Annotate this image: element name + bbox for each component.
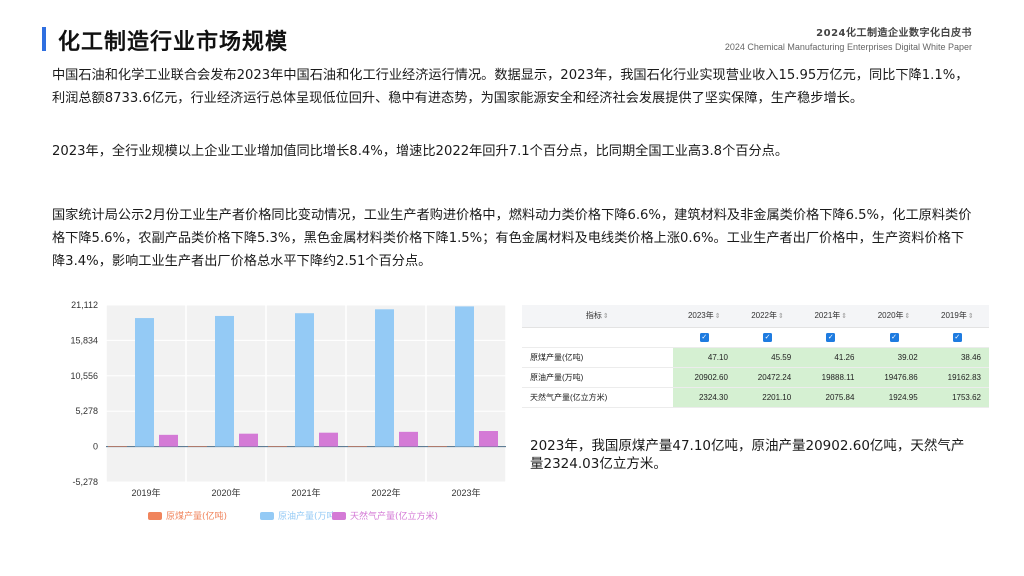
table-row-label: 原煤产量(亿吨) xyxy=(522,347,673,368)
sort-icon: ⇕ xyxy=(778,313,784,321)
table-cell: ✓ xyxy=(799,327,863,348)
y-tick-label: 15,834 xyxy=(70,335,98,345)
bar xyxy=(135,318,154,447)
paragraph-prices: 国家统计局公示2月份工业生产者价格同比变动情况，工业生产者购进价格中，燃料动力类… xyxy=(52,208,972,269)
year-label: 2020年 xyxy=(877,311,904,321)
table-row-label: 原油产量(万吨) xyxy=(522,367,673,388)
table-cell xyxy=(522,327,673,348)
bar xyxy=(375,309,394,447)
bar xyxy=(479,431,498,447)
report-header: 2024化工制造企业数字化白皮书 2024 Chemical Manufactu… xyxy=(725,24,972,52)
table-header-year[interactable]: 2020年⇕ xyxy=(862,305,926,328)
table-header-indicator[interactable]: 指标⇕ xyxy=(522,305,673,328)
table-cell: 19476.86 xyxy=(862,367,926,388)
bar xyxy=(268,446,287,447)
y-tick-label: 5,278 xyxy=(75,406,98,416)
sort-icon: ⇕ xyxy=(714,313,721,321)
x-tick-label: 2020年 xyxy=(211,487,240,498)
x-tick-label: 2023年 xyxy=(451,487,480,498)
table-cell: 39.02 xyxy=(862,347,926,368)
bar xyxy=(348,446,367,447)
table-cell: 1753.62 xyxy=(925,387,989,408)
year-label: 2022年 xyxy=(751,311,777,321)
table-cell: 47.10 xyxy=(672,347,736,368)
table-header-row: 指标⇕ 2023年⇕ 2022年⇕ 2021年⇕ 2020年⇕ 2019年⇕ xyxy=(522,305,989,328)
table-cell: 45.59 xyxy=(735,347,800,368)
paragraph-growth: 2023年，全行业规模以上企业工业增加值同比增长8.4%，增速比2022年回升7… xyxy=(52,144,789,159)
sort-icon: ⇕ xyxy=(602,313,609,321)
table-cell: 20472.24 xyxy=(735,367,800,388)
table-cell: 1924.95 xyxy=(862,387,926,408)
table-cell: 19162.83 xyxy=(925,367,989,388)
table-cell: ✓ xyxy=(862,327,926,348)
table-cell: 38.46 xyxy=(925,347,989,368)
legend-label: 原煤产量(亿吨) xyxy=(166,510,227,522)
sort-icon: ⇕ xyxy=(967,313,974,321)
y-tick-label: -5,278 xyxy=(72,477,98,487)
report-title-cn: 2024化工制造企业数字化白皮书 xyxy=(816,28,972,39)
x-tick-label: 2019年 xyxy=(131,487,160,498)
table-header-year[interactable]: 2022年⇕ xyxy=(735,305,800,328)
bar xyxy=(428,446,447,447)
legend-label: 原油产量(万吨) xyxy=(278,510,339,522)
table-cell: ✓ xyxy=(735,327,800,348)
table-cell: 2201.10 xyxy=(735,387,800,408)
page-title: 化工制造行业市场规模 xyxy=(58,30,289,55)
legend-label: 天然气产量(亿立方米) xyxy=(350,510,438,522)
table-row: 原煤产量(亿吨) 47.10 45.59 41.26 39.02 38.46 xyxy=(522,347,989,368)
table-checkbox-row: ✓ ✓ ✓ ✓ ✓ xyxy=(522,327,989,348)
report-title-en: 2024 Chemical Manufacturing Enterprises … xyxy=(724,42,972,52)
title-accent-bar xyxy=(42,27,46,51)
production-bar-chart: 21,112 15,834 10,556 5,278 0 -5,278 2019年 2020年… xyxy=(60,296,510,526)
table-header-year[interactable]: 2019年⇕ xyxy=(925,305,989,328)
production-table: 指标⇕ 2023年⇕ 2022年⇕ 2021年⇕ 2020年⇕ 2019年⇕ ✓… xyxy=(522,305,989,408)
checkbox-checked-icon[interactable]: ✓ xyxy=(763,333,773,342)
table-cell: 20902.60 xyxy=(672,367,736,388)
x-tick-label: 2021年 xyxy=(291,487,320,498)
legend-swatch xyxy=(332,512,346,520)
checkbox-checked-icon[interactable]: ✓ xyxy=(826,333,836,342)
bar xyxy=(239,433,258,447)
legend-swatch xyxy=(148,512,162,520)
table-cell: ✓ xyxy=(925,327,989,348)
indicator-label: 指标 xyxy=(585,311,602,321)
table-row: 天然气产量(亿立方米) 2324.30 2201.10 2075.84 1924… xyxy=(522,387,989,408)
table-row: 原油产量(万吨) 20902.60 20472.24 19888.11 1947… xyxy=(522,367,989,388)
table-header-year[interactable]: 2021年⇕ xyxy=(799,305,863,328)
sort-icon: ⇕ xyxy=(841,313,848,321)
bar xyxy=(108,446,127,447)
checkbox-checked-icon[interactable]: ✓ xyxy=(699,333,709,342)
table-cell: 41.26 xyxy=(799,347,863,368)
year-label: 2021年 xyxy=(814,311,841,321)
legend-swatch xyxy=(260,512,274,520)
table-cell: ✓ xyxy=(672,327,736,348)
table-cell: 2075.84 xyxy=(799,387,863,408)
y-tick-label: 21,112 xyxy=(71,300,98,310)
sort-icon: ⇕ xyxy=(904,313,911,321)
checkbox-checked-icon[interactable]: ✓ xyxy=(889,333,899,342)
bar xyxy=(455,306,474,447)
bar xyxy=(319,432,338,447)
year-label: 2023年 xyxy=(687,311,714,321)
x-tick-label: 2022年 xyxy=(371,487,400,498)
y-tick-label: 0 xyxy=(93,442,98,452)
checkbox-checked-icon[interactable]: ✓ xyxy=(952,333,962,342)
paragraph-revenue: 中国石油和化学工业联合会发布2023年中国石油和化工行业经济运行情况。数据显示，… xyxy=(52,68,969,106)
bar xyxy=(399,431,418,447)
table-cell: 19888.11 xyxy=(799,367,863,388)
y-tick-label: 10,556 xyxy=(70,371,98,381)
year-label: 2019年 xyxy=(941,311,967,321)
bar xyxy=(159,434,178,447)
table-cell: 2324.30 xyxy=(672,387,736,408)
production-summary: 2023年，我国原煤产量47.10亿吨，原油产量20902.60亿吨，天然气产量… xyxy=(530,438,965,472)
table-header-year[interactable]: 2023年⇕ xyxy=(672,305,736,328)
bar xyxy=(295,313,314,447)
table-row-label: 天然气产量(亿立方米) xyxy=(522,387,673,408)
bar xyxy=(215,315,234,447)
bar xyxy=(188,446,207,447)
chart-svg: 21,112 15,834 10,556 5,278 0 -5,278 2019年 2020年… xyxy=(70,300,507,522)
